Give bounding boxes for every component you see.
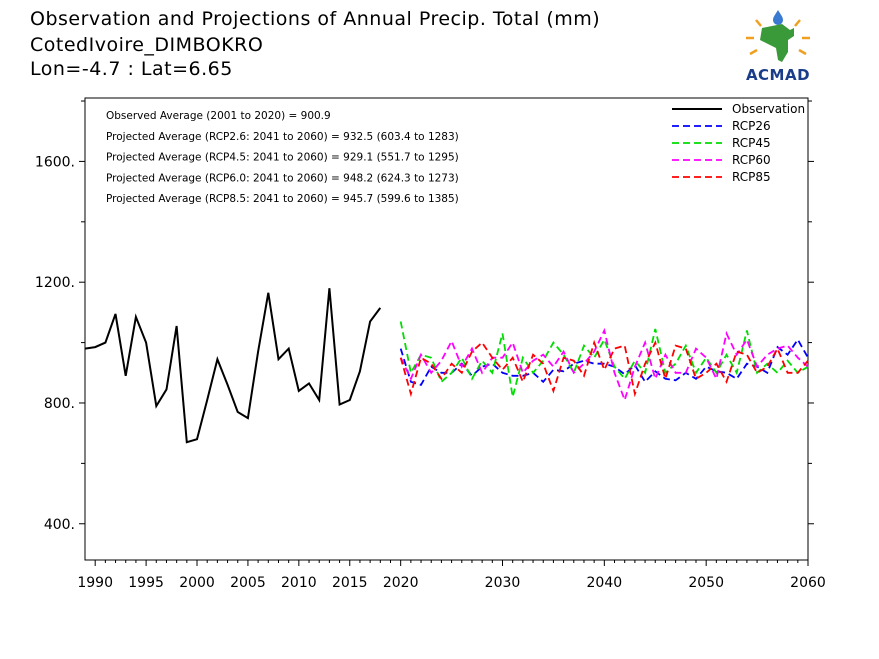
x-tick-label: 2005 bbox=[230, 575, 266, 591]
x-tick-label: 2015 bbox=[332, 575, 368, 591]
annotation-text: Projected Average (RCP2.6: 2041 to 2060)… bbox=[106, 131, 459, 143]
plot-frame bbox=[84, 97, 809, 561]
africa-continent-sun-logo-icon bbox=[746, 10, 810, 62]
series-line-rcp26 bbox=[399, 337, 809, 386]
y-tick-label: 1200. bbox=[35, 275, 75, 291]
legend: Observation RCP26 RCP45 RCP60 RCP85 bbox=[672, 102, 805, 184]
legend-label: RCP45 bbox=[732, 136, 771, 150]
y-tick-label: 400. bbox=[44, 517, 75, 533]
x-tick-label: 2010 bbox=[281, 575, 317, 591]
annotation-text: Projected Average (RCP8.5: 2041 to 2060)… bbox=[106, 193, 459, 205]
annotation-text: Projected Average (RCP4.5: 2041 to 2060)… bbox=[106, 152, 459, 164]
series-line-rcp45 bbox=[399, 321, 809, 398]
x-tick-label: 1995 bbox=[128, 575, 164, 591]
x-tick-label: 2030 bbox=[485, 575, 521, 591]
annotation-text: Observed Average (2001 to 2020) = 900.9 bbox=[106, 110, 331, 122]
legend-label: RCP26 bbox=[732, 119, 771, 133]
series-line-observation bbox=[84, 288, 382, 444]
y-tick-label: 800. bbox=[44, 396, 75, 412]
legend-label: RCP60 bbox=[732, 153, 771, 167]
series-layer bbox=[84, 288, 809, 444]
chart-station-name: CotedIvoire_DIMBOKRO bbox=[30, 34, 264, 56]
acmad-logo: ACMAD bbox=[738, 8, 818, 86]
acmad-logo-text: ACMAD bbox=[745, 66, 811, 84]
x-tick-label: 2000 bbox=[179, 575, 215, 591]
series-line-rcp60 bbox=[399, 327, 809, 403]
plot-border bbox=[84, 97, 809, 561]
x-axis: 1990 1995 2000 2005 2010 2015 2020 2030 2040 2050… bbox=[77, 560, 826, 591]
x-tick-label: 2040 bbox=[587, 575, 623, 591]
annotation-text: Projected Average (RCP6.0: 2041 to 2060)… bbox=[106, 172, 459, 184]
chart-title: Observation and Projections of Annual Pr… bbox=[30, 8, 601, 30]
x-tick-label: 2060 bbox=[790, 575, 826, 591]
x-tick-label: 1990 bbox=[77, 575, 113, 591]
x-tick-label: 2050 bbox=[688, 575, 724, 591]
y-axis: 400. 800. 1200. 1600. bbox=[35, 100, 814, 533]
series-line-rcp85 bbox=[399, 339, 809, 398]
x-tick-label: 2020 bbox=[383, 575, 419, 591]
y-tick-label: 1600. bbox=[35, 154, 75, 170]
legend-label: RCP85 bbox=[732, 170, 771, 184]
annotation-layer: Observed Average (2001 to 2020) = 900.9 P… bbox=[106, 110, 459, 205]
chart-coordinates: Lon=-4.7 : Lat=6.65 bbox=[30, 58, 233, 80]
legend-label: Observation bbox=[732, 102, 805, 116]
